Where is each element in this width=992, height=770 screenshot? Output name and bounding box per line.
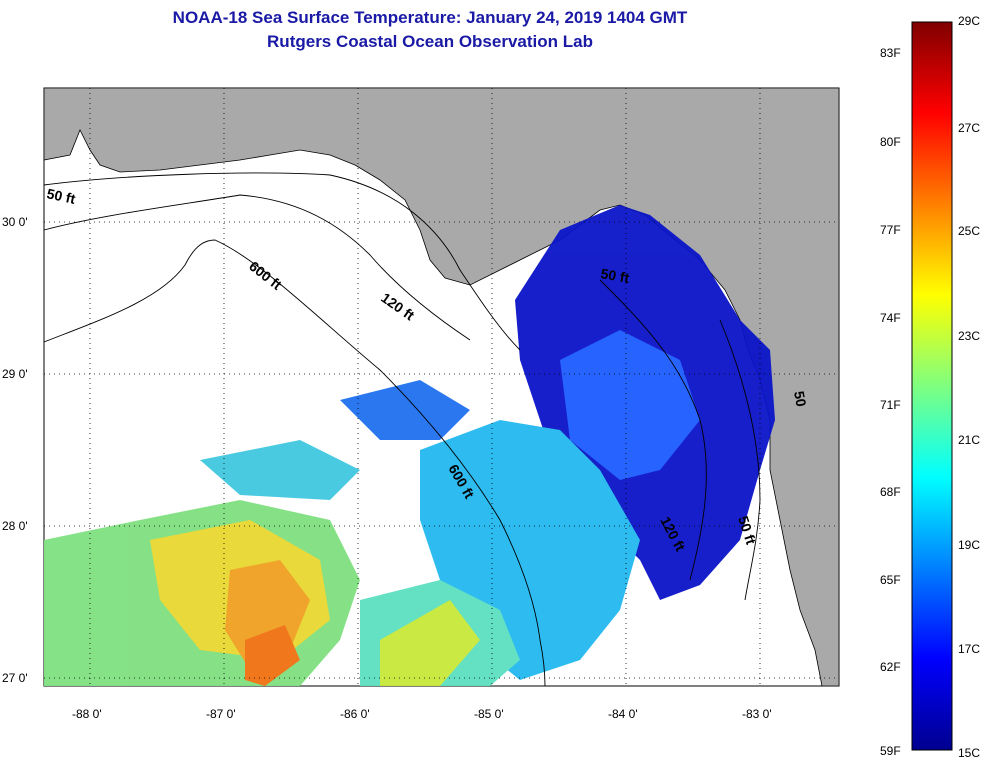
colorbar-label-c: 27C	[958, 121, 981, 135]
land-area	[43, 87, 840, 687]
colorbar-label-c: 19C	[958, 538, 981, 552]
sst-data-layer	[44, 205, 775, 686]
colorbar-label-f: 74F	[880, 311, 901, 325]
lat-tick: 27 0'	[2, 671, 28, 685]
lon-tick: -87 0'	[206, 707, 236, 721]
colorbar-label-c: 29C	[958, 14, 981, 28]
map-title: NOAA-18 Sea Surface Temperature: January…	[172, 8, 688, 27]
colorbar-label-f: 68F	[880, 485, 901, 499]
colorbar-label-f: 71F	[880, 398, 901, 412]
lon-tick: -84 0'	[608, 707, 638, 721]
lon-tick: -86 0'	[340, 707, 370, 721]
lon-tick: -83 0'	[742, 707, 772, 721]
contour-label-50-coast: 50	[791, 390, 809, 408]
lat-tick-labels: 30 0' 29 0' 28 0' 27 0'	[2, 215, 28, 685]
colorbar-label-c: 21C	[958, 433, 981, 447]
lon-tick: -88 0'	[72, 707, 102, 721]
colorbar-label-f: 77F	[880, 223, 901, 237]
map-subtitle: Rutgers Coastal Ocean Observation Lab	[267, 32, 593, 51]
lon-tick-labels: -88 0' -87 0' -86 0' -85 0' -84 0' -83 0…	[72, 707, 772, 721]
contour-label-50ft-west: 50 ft	[45, 185, 77, 207]
lat-tick: 28 0'	[2, 519, 28, 533]
colorbar-label-c: 15C	[958, 746, 981, 760]
colorbar-label-f: 59F	[880, 744, 901, 758]
lat-tick: 30 0'	[2, 215, 28, 229]
colorbar-label-c: 23C	[958, 329, 981, 343]
contour-label-50ft-bigbend: 50 ft	[599, 265, 630, 286]
colorbar-label-c: 25C	[958, 224, 981, 238]
colorbar-label-c: 17C	[958, 642, 981, 656]
colorbar-label-f: 62F	[880, 660, 901, 674]
lon-tick: -85 0'	[474, 707, 504, 721]
colorbar-label-f: 83F	[880, 46, 901, 60]
colorbar-label-f: 80F	[880, 135, 901, 149]
contour-lines	[43, 172, 761, 687]
colorbar	[911, 21, 953, 751]
lat-tick: 29 0'	[2, 367, 28, 381]
colorbar-label-f: 65F	[880, 573, 901, 587]
